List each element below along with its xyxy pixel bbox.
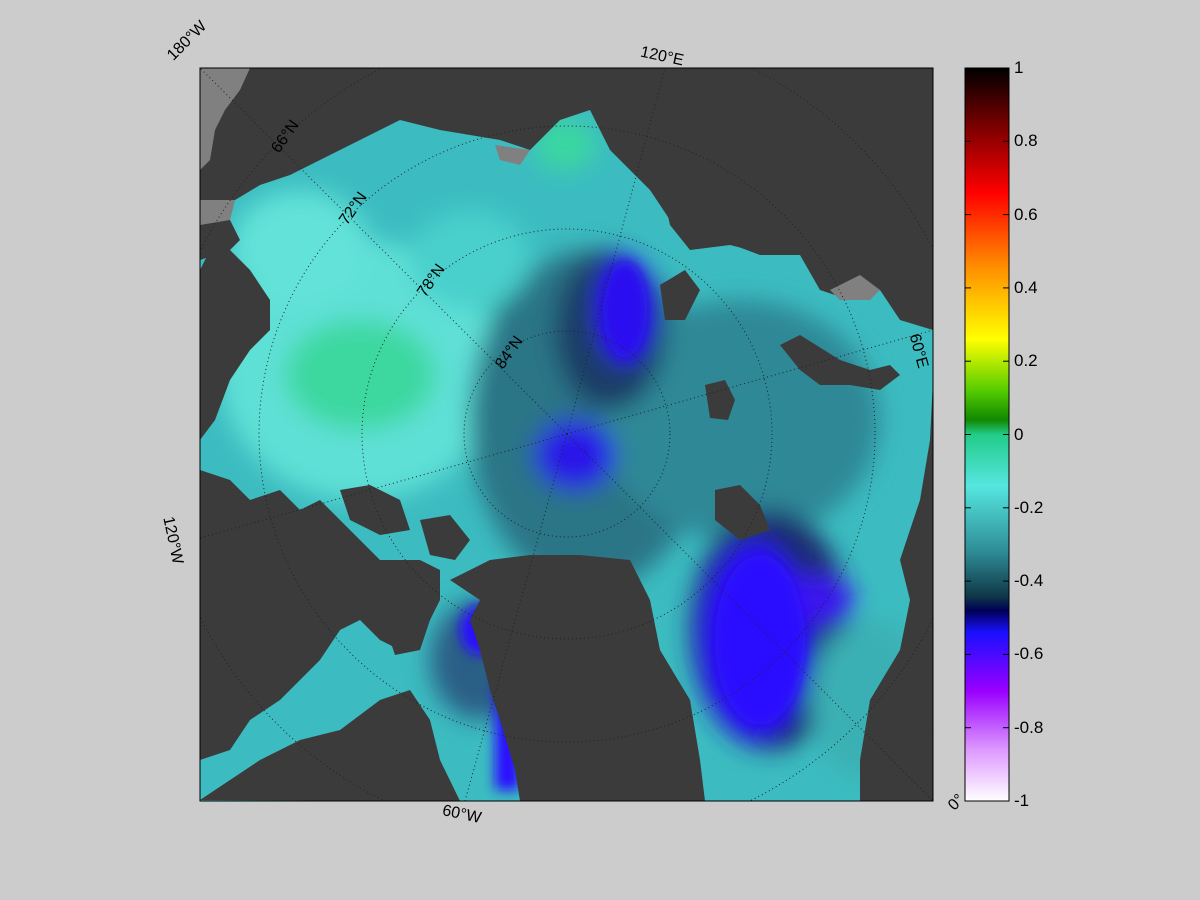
- no-data: [200, 68, 880, 300]
- colorbar-tick-label: 1: [1014, 58, 1024, 77]
- graticule: [200, 68, 933, 801]
- colorbar-tick-label: 0.8: [1014, 131, 1038, 151]
- colorbar-tick-label: -0.8: [1014, 717, 1044, 737]
- colorbar-tick-label: 0.6: [1014, 204, 1038, 224]
- colorbar-tick-label: 0.4: [1014, 277, 1038, 297]
- land: [200, 68, 933, 801]
- colorbar-tick-label: -0.2: [1014, 497, 1044, 517]
- colorbar-tick-label: -1: [1014, 791, 1030, 810]
- map-frame: [199, 67, 934, 802]
- map-plot-area: [200, 68, 933, 801]
- strong-anomaly-barents: [715, 555, 805, 725]
- colorbar: [964, 67, 1010, 802]
- colorbar-tick-label: -0.6: [1014, 644, 1044, 664]
- colorbar-tick-label: -0.4: [1014, 571, 1044, 591]
- strong-anomaly-kara: [603, 262, 647, 358]
- colorbar-tick-label: 0.2: [1014, 351, 1038, 371]
- colorbar-tick-label: 0: [1014, 424, 1024, 444]
